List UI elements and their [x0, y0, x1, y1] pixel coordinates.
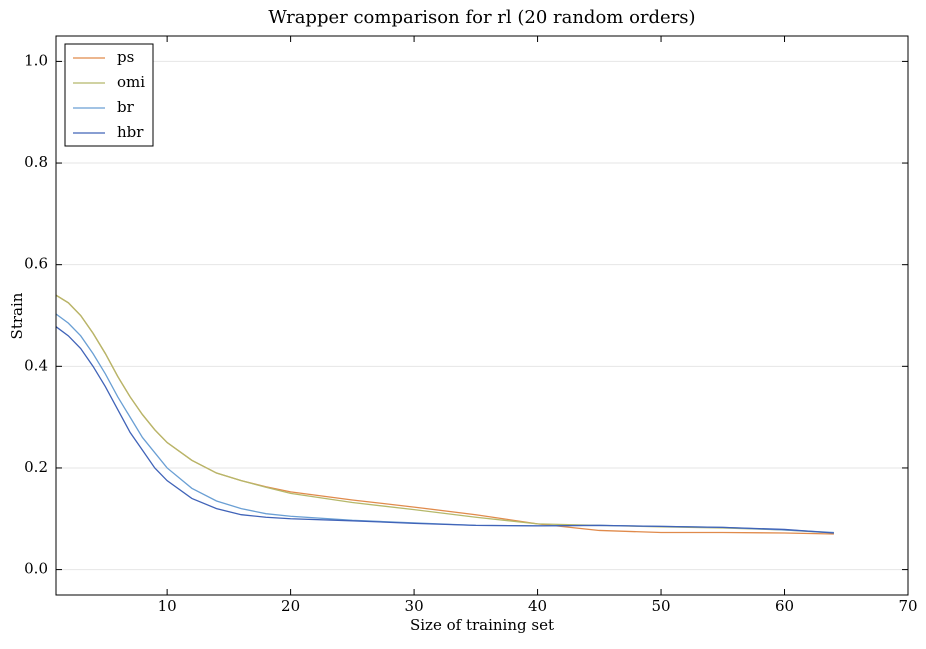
x-tick-label: 30 [405, 597, 424, 615]
y-tick-label: 0.4 [24, 356, 48, 374]
y-tick-label: 0.6 [24, 255, 48, 273]
chart-title: Wrapper comparison for rl (20 random ord… [268, 7, 695, 28]
y-tick-label: 1.0 [24, 51, 48, 69]
legend-label: br [117, 98, 135, 116]
x-tick-label: 70 [898, 597, 917, 615]
plot-frame [55, 35, 909, 596]
x-tick-label: 40 [528, 597, 547, 615]
y-tick-label: 0.8 [24, 153, 48, 171]
legend-label: ps [117, 48, 134, 66]
legend-label: omi [117, 73, 145, 91]
legend-label: hbr [117, 123, 144, 141]
x-axis-label: Size of training set [410, 616, 554, 634]
legend-box [64, 43, 154, 147]
x-tick-label: 50 [651, 597, 670, 615]
x-tick-label: 60 [775, 597, 794, 615]
y-tick-label: 0.2 [24, 458, 48, 476]
legend: ps omi br hbr [64, 43, 154, 147]
y-axis-label: Strain [8, 292, 26, 339]
x-tick-label: 10 [158, 597, 177, 615]
x-tick-label: 20 [281, 597, 300, 615]
y-tick-label: 0.0 [24, 560, 48, 578]
series-line [55, 326, 834, 534]
